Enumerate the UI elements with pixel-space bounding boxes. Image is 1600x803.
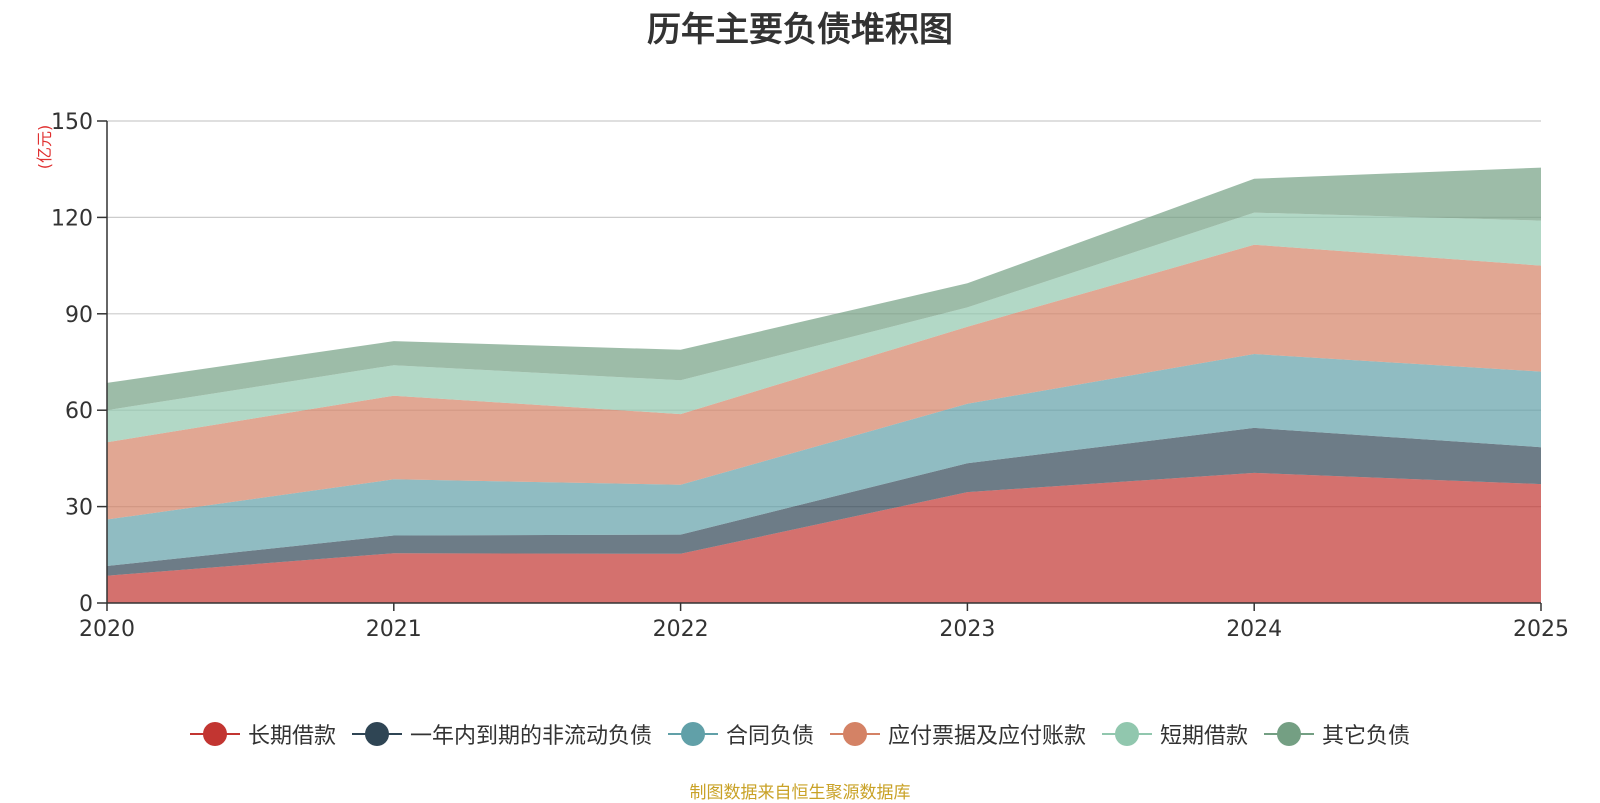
area-series-5 (107, 212, 1541, 443)
y-tick-label: 150 (51, 110, 93, 135)
legend-label: 应付票据及应付账款 (888, 724, 1087, 749)
x-tick-label: 2025 (1513, 617, 1569, 642)
legend-dot (680, 722, 705, 746)
legend-marker (830, 720, 880, 748)
legend-item[interactable]: 合同负债 (667, 718, 814, 750)
area-series-2 (107, 427, 1541, 576)
legend-label: 长期借款 (247, 724, 336, 749)
area-series-4 (107, 244, 1541, 520)
y-tick-label: 60 (65, 399, 93, 424)
legend-dot (202, 722, 227, 746)
legend-label: 其它负债 (1322, 724, 1411, 749)
area-series-3 (107, 354, 1541, 566)
legend-label: 短期借款 (1160, 724, 1249, 749)
legend-item[interactable]: 应付票据及应付账款 (830, 718, 1086, 750)
legend-dot (1115, 722, 1140, 746)
chart-title: 历年主要负债堆积图 (647, 10, 953, 50)
y-tick-label: 0 (79, 592, 93, 617)
x-tick-label: 2020 (79, 617, 135, 642)
x-tick-label: 2023 (939, 617, 995, 642)
x-tick-label: 2024 (1226, 617, 1282, 642)
x-tick-label: 2021 (366, 617, 422, 642)
legend-dot (843, 722, 867, 746)
legend-marker (189, 720, 240, 748)
axis-layer: 0 30 60 90 120 150 2020 2021 2022 2023 2024 2025 (51, 110, 1569, 642)
y-tick-label: 120 (51, 206, 93, 231)
legend-item[interactable]: 一年内到期的非流动负债 (351, 718, 652, 750)
legend-dot (364, 722, 389, 746)
area-series-1 (107, 472, 1541, 603)
x-tick-label: 2022 (653, 617, 709, 642)
legend-label: 一年内到期的非流动负债 (409, 724, 652, 749)
legend-marker (667, 720, 718, 748)
chart-area: 0 30 60 90 120 150 2020 2021 2022 2023 2024 2025 (亿… (35, 110, 1569, 642)
area-series-6 (107, 167, 1541, 411)
legend-marker (1102, 720, 1153, 748)
area-layer (107, 167, 1541, 603)
legend-item[interactable]: 长期借款 (189, 718, 336, 750)
source-note: 制图数据来自恒生聚源数据库 (689, 783, 911, 803)
y-tick-label: 30 (65, 496, 93, 521)
legend: 长期借款 一年内到期的非流动负债 合同负债 应付票据及应付账款 短期借款 其它负债 (0, 718, 1600, 750)
legend-item[interactable]: 其它负债 (1264, 718, 1410, 750)
y-tick-label: 90 (65, 303, 93, 328)
legend-item[interactable]: 短期借款 (1102, 718, 1248, 750)
legend-marker (1264, 720, 1315, 748)
legend-dot (1277, 722, 1302, 746)
legend-marker (351, 720, 402, 748)
legend-label: 合同负债 (725, 724, 814, 749)
y-axis-unit-label: (亿元) (35, 125, 54, 170)
